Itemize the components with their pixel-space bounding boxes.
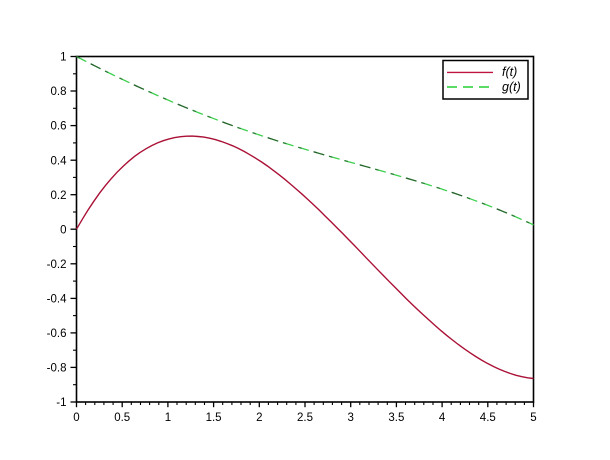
- svg-text:0: 0: [60, 224, 66, 236]
- svg-text:0: 0: [73, 412, 79, 424]
- svg-text:2.5: 2.5: [297, 412, 313, 424]
- svg-text:1.5: 1.5: [206, 412, 222, 424]
- svg-text:5: 5: [530, 412, 536, 424]
- svg-text:-0.2: -0.2: [47, 259, 67, 271]
- svg-text:f(t): f(t): [502, 65, 517, 79]
- svg-text:g(t): g(t): [502, 80, 521, 94]
- svg-text:0.2: 0.2: [51, 190, 67, 202]
- svg-text:4: 4: [439, 412, 446, 424]
- svg-text:-1: -1: [56, 397, 66, 409]
- svg-text:1: 1: [60, 52, 66, 64]
- svg-text:3: 3: [347, 412, 353, 424]
- svg-text:-0.6: -0.6: [47, 328, 67, 340]
- svg-text:0.8: 0.8: [51, 86, 67, 98]
- svg-text:1: 1: [165, 412, 171, 424]
- svg-text:4.5: 4.5: [480, 412, 496, 424]
- svg-text:3.5: 3.5: [388, 412, 404, 424]
- svg-text:0.5: 0.5: [114, 412, 130, 424]
- svg-text:-0.8: -0.8: [47, 363, 67, 375]
- svg-text:-0.4: -0.4: [47, 294, 67, 306]
- svg-text:0.6: 0.6: [51, 121, 67, 133]
- svg-text:0.4: 0.4: [51, 155, 68, 167]
- svg-text:2: 2: [256, 412, 262, 424]
